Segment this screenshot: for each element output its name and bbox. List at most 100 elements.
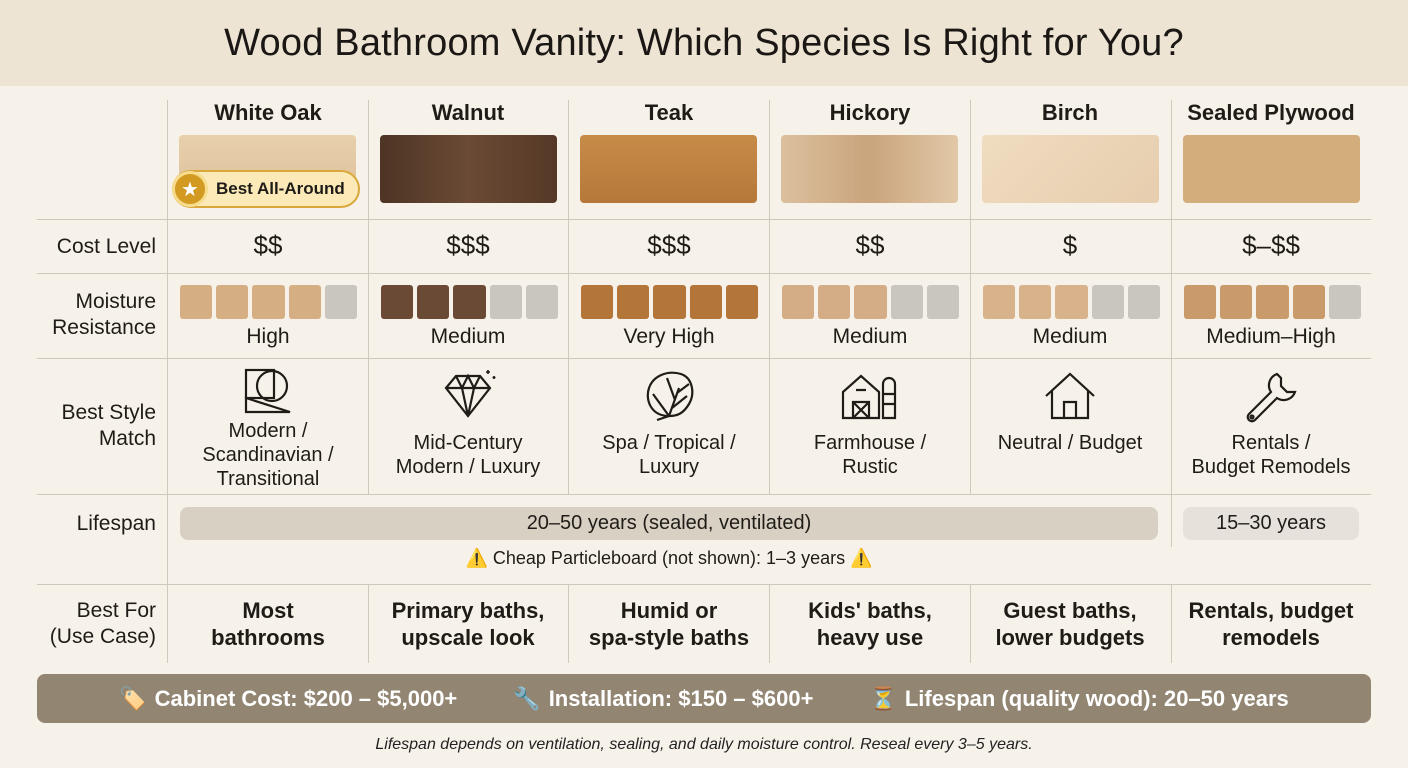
grid-line bbox=[568, 584, 569, 663]
moisture-teak: Very High bbox=[623, 325, 715, 348]
moisture-segment bbox=[983, 285, 1016, 319]
moisture-segment bbox=[417, 285, 450, 319]
style-line: Modern / Luxury bbox=[395, 456, 541, 478]
warning-text: Cheap Particleboard (not shown): 1–3 yea… bbox=[492, 548, 846, 568]
style-sealed-plywood: Rentals / Budget Remodels bbox=[1171, 431, 1371, 479]
column-header-hickory: Hickory bbox=[829, 100, 911, 125]
cost-hickory: $$ bbox=[855, 230, 885, 260]
row-label-style: Best Style Match bbox=[30, 400, 156, 452]
moisture-segment bbox=[324, 285, 358, 319]
grid-line bbox=[37, 358, 1371, 359]
title-bar: Wood Bathroom Vanity: Which Species Is R… bbox=[0, 0, 1408, 86]
grid-line bbox=[368, 584, 369, 663]
warning-icon: ⚠️ bbox=[465, 548, 488, 568]
column-header-white-oak: White Oak bbox=[214, 100, 322, 125]
moisture-segment bbox=[1256, 285, 1289, 319]
moisture-segment bbox=[725, 285, 759, 319]
lifespan-bar-plywood: 15–30 years bbox=[1183, 507, 1359, 540]
style-line: Modern / bbox=[228, 420, 308, 442]
grid-line bbox=[970, 584, 971, 663]
grid-line bbox=[37, 273, 1371, 274]
moisture-segment bbox=[216, 285, 249, 319]
style-line: Farmhouse / bbox=[813, 432, 927, 454]
cost-sealed-plywood: $–$$ bbox=[1242, 230, 1300, 260]
bestfor-line: Humid or bbox=[620, 598, 718, 623]
moisture-walnut: Medium bbox=[430, 325, 506, 348]
bestfor-line: Guest baths, bbox=[1003, 598, 1137, 623]
wood-swatch-birch bbox=[982, 135, 1159, 203]
bestfor-line: spa-style baths bbox=[588, 625, 750, 650]
moisture-segment bbox=[890, 285, 923, 319]
moisture-segment bbox=[1328, 285, 1362, 319]
moisture-meter-sealed-plywood bbox=[1184, 285, 1362, 319]
bestfor-hickory: Kids' baths, heavy use bbox=[770, 597, 970, 651]
footer-lifespan: ⏳ Lifespan (quality wood): 20–50 years bbox=[869, 686, 1288, 712]
row-label-line: Moisture bbox=[75, 290, 156, 313]
wood-swatch-sealed-plywood bbox=[1183, 135, 1360, 203]
style-line: Luxury bbox=[638, 456, 700, 478]
grid-line bbox=[769, 584, 770, 663]
grid-line bbox=[368, 100, 369, 494]
moisture-segment bbox=[180, 285, 213, 319]
moisture-segment bbox=[381, 285, 414, 319]
row-label-line: Match bbox=[98, 427, 156, 450]
moisture-meter-birch bbox=[983, 285, 1161, 319]
moisture-meter-white-oak bbox=[180, 285, 358, 319]
hourglass-icon: ⏳ bbox=[869, 685, 897, 711]
style-birch: Neutral / Budget bbox=[970, 431, 1170, 455]
lifespan-bar-main: 20–50 years (sealed, ventilated) bbox=[180, 507, 1158, 540]
geometric-shapes-icon bbox=[244, 368, 291, 414]
moisture-segment bbox=[1292, 285, 1325, 319]
footer-cabinet-cost: 🏷️ Cabinet Cost: $200 – $5,000+ bbox=[119, 686, 457, 712]
wrench-icon bbox=[1246, 372, 1297, 423]
particleboard-warning: ⚠️ Cheap Particleboard (not shown): 1–3 … bbox=[168, 548, 1170, 569]
page-title: Wood Bathroom Vanity: Which Species Is R… bbox=[224, 21, 1184, 64]
moisture-segment bbox=[1091, 285, 1124, 319]
cost-walnut: $$$ bbox=[446, 230, 490, 260]
bestfor-line: remodels bbox=[1222, 625, 1320, 650]
cost-teak: $$$ bbox=[647, 230, 691, 260]
grid-line bbox=[970, 100, 971, 494]
moisture-birch: Medium bbox=[1032, 325, 1108, 348]
column-header-sealed-plywood: Sealed Plywood bbox=[1187, 100, 1355, 125]
wood-swatch-hickory bbox=[781, 135, 958, 203]
row-label-line: Best For bbox=[76, 599, 156, 622]
moisture-segment bbox=[854, 285, 887, 319]
bestfor-line: upscale look bbox=[401, 625, 535, 650]
row-label-bestfor: Best For (Use Case) bbox=[30, 598, 156, 650]
house-icon bbox=[1045, 372, 1095, 420]
row-label-line: Best Style bbox=[61, 401, 156, 424]
star-icon: ★ bbox=[172, 171, 208, 207]
price-tag-icon: 🏷️ bbox=[119, 685, 147, 711]
diamond-icon bbox=[444, 370, 496, 418]
footer-text: Lifespan (quality wood): 20–50 years bbox=[904, 685, 1289, 711]
style-line: Mid-Century bbox=[413, 432, 523, 454]
badge-label: Best All-Around bbox=[216, 179, 345, 198]
style-line: Neutral / Budget bbox=[997, 432, 1143, 454]
bestfor-white-oak: Most bathrooms bbox=[168, 597, 368, 651]
moisture-segment bbox=[252, 285, 285, 319]
warning-icon: ⚠️ bbox=[850, 548, 873, 568]
grid-line bbox=[1171, 584, 1172, 663]
bestfor-line: heavy use bbox=[816, 625, 924, 650]
bestfor-walnut: Primary baths, upscale look bbox=[368, 597, 568, 651]
row-label-line: (Use Case) bbox=[49, 625, 156, 648]
bestfor-teak: Humid or spa-style baths bbox=[569, 597, 769, 651]
footer-text: Installation: $150 – $600+ bbox=[548, 685, 814, 711]
row-label-line: Resistance bbox=[52, 316, 156, 339]
moisture-segment bbox=[581, 285, 614, 319]
footnote: Lifespan depends on ventilation, sealing… bbox=[375, 736, 1033, 753]
bestfor-line: Most bbox=[242, 598, 294, 623]
style-line: Budget Remodels bbox=[1191, 456, 1351, 478]
grid-line bbox=[568, 100, 569, 494]
style-line: Rustic bbox=[842, 456, 898, 478]
bestfor-birch: Guest baths, lower budgets bbox=[970, 597, 1170, 651]
bestfor-line: bathrooms bbox=[211, 625, 325, 650]
column-header-teak: Teak bbox=[644, 100, 694, 125]
moisture-segment bbox=[1220, 285, 1253, 319]
wood-swatch-walnut bbox=[380, 135, 557, 203]
moisture-hickory: Medium bbox=[832, 325, 908, 348]
summary-footer: 🏷️ Cabinet Cost: $200 – $5,000+ 🔧 Instal… bbox=[37, 674, 1371, 723]
moisture-segment bbox=[1055, 285, 1088, 319]
bestfor-line: Rentals, budget bbox=[1188, 598, 1354, 623]
